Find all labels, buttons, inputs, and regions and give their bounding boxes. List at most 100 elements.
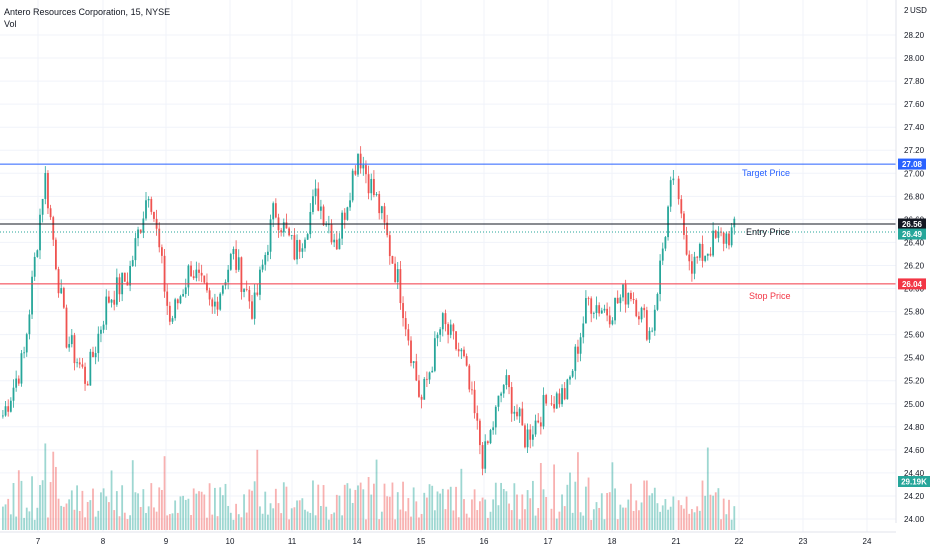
candle-body xyxy=(298,240,301,252)
candle-body xyxy=(52,217,55,240)
volume-bar xyxy=(500,482,502,530)
volume-bar xyxy=(317,484,320,530)
candle-body xyxy=(78,362,81,365)
volume-bar xyxy=(301,498,304,530)
volume-bar xyxy=(680,505,683,530)
candle-body xyxy=(306,234,309,240)
volume-bar xyxy=(577,452,579,530)
volume-bar xyxy=(691,509,693,530)
candle-body xyxy=(280,230,283,233)
volume-bar xyxy=(23,517,25,530)
volume-bar xyxy=(423,492,426,530)
volume-bar xyxy=(142,489,145,530)
volume-bar xyxy=(672,496,675,530)
volume-bar xyxy=(28,511,31,530)
time-tick-label: 14 xyxy=(353,537,362,546)
price-axis[interactable]: 28.20 28.00 27.80 27.60 27.40 27.20 27.00 26.80… xyxy=(904,31,925,524)
price-tick-label: 24.00 xyxy=(904,515,925,524)
volume-bar xyxy=(402,481,404,530)
volume-bar xyxy=(123,512,126,530)
volume-bar xyxy=(669,506,672,530)
volume-bar xyxy=(420,513,423,530)
currency-label[interactable]: USD xyxy=(910,6,927,15)
candle-body xyxy=(712,230,714,256)
candle-body xyxy=(433,338,436,371)
volume-bar xyxy=(394,519,396,530)
candle-body xyxy=(489,430,492,444)
candle-body xyxy=(685,234,688,255)
candle-body xyxy=(214,301,216,307)
candle-body xyxy=(17,378,20,384)
candle-body xyxy=(304,239,306,249)
volume-bar xyxy=(611,462,614,530)
candle-body xyxy=(333,239,336,243)
volume-bar xyxy=(484,499,487,530)
candle-body xyxy=(648,330,651,340)
volume-bar xyxy=(373,483,375,530)
volume-bar xyxy=(166,515,169,530)
candle-body xyxy=(57,269,60,294)
volume-bar xyxy=(229,512,232,530)
candle-body xyxy=(640,307,643,320)
volume-bar xyxy=(52,451,55,530)
candle-body xyxy=(86,383,89,386)
candle-body xyxy=(701,243,704,261)
volume-bar xyxy=(624,507,627,530)
candle-body xyxy=(139,229,142,233)
candle-body xyxy=(555,393,558,409)
price-tick-label: 24.40 xyxy=(904,469,925,478)
volume-bar xyxy=(62,506,65,530)
symbol-title[interactable]: Antero Resources Corporation, 15, NYSE xyxy=(4,7,171,17)
candle-body xyxy=(274,203,277,218)
volume-bar xyxy=(354,489,357,530)
volume-bar xyxy=(722,498,725,530)
candle-body xyxy=(431,370,434,373)
volume-bar xyxy=(76,485,78,530)
volume-bar xyxy=(579,512,582,530)
volume-bar xyxy=(614,488,616,530)
price-tick-label: 25.40 xyxy=(904,354,925,363)
volume-bar xyxy=(383,483,386,530)
volume-bar xyxy=(282,482,285,530)
time-axis[interactable]: 7 8 9 10 11 14 15 16 17 18 21 22 23 24 xyxy=(36,537,872,546)
volume-bar xyxy=(685,496,688,530)
candle-body xyxy=(624,284,627,305)
volume-bar xyxy=(158,487,161,530)
volume-bar xyxy=(545,496,548,530)
volume-bar xyxy=(153,507,155,530)
candle-body xyxy=(651,330,654,332)
volume-bar xyxy=(89,500,92,530)
candle-body xyxy=(195,269,198,279)
volume-bar xyxy=(489,511,492,530)
volume-bar xyxy=(256,449,259,530)
volume-bar xyxy=(494,482,497,530)
candle-body xyxy=(460,349,463,352)
candle-body xyxy=(672,178,675,181)
candle-body xyxy=(105,296,108,325)
candle-body xyxy=(402,303,404,319)
volume-bar xyxy=(126,519,129,530)
volume-bar xyxy=(280,513,283,530)
candle-body xyxy=(579,337,582,354)
candle-body xyxy=(110,299,113,303)
candle-body xyxy=(622,284,624,298)
candle-body xyxy=(237,257,240,270)
candle-body xyxy=(391,256,394,264)
candle-body xyxy=(235,248,237,270)
volume-bar xyxy=(248,489,251,530)
price-tick-label: 25.00 xyxy=(904,400,925,409)
volume-bar xyxy=(426,497,428,530)
candle-body xyxy=(168,305,171,322)
volume-bar xyxy=(121,485,124,530)
candle-body xyxy=(31,276,33,315)
volume-bar xyxy=(638,510,640,530)
time-tick-label: 18 xyxy=(608,537,617,546)
volume-bar xyxy=(563,506,566,530)
volume-legend-label[interactable]: Vol xyxy=(4,19,17,29)
candle-body xyxy=(261,264,264,270)
candle-body xyxy=(301,248,304,252)
candle-body xyxy=(288,228,290,236)
volume-bars xyxy=(2,443,736,530)
